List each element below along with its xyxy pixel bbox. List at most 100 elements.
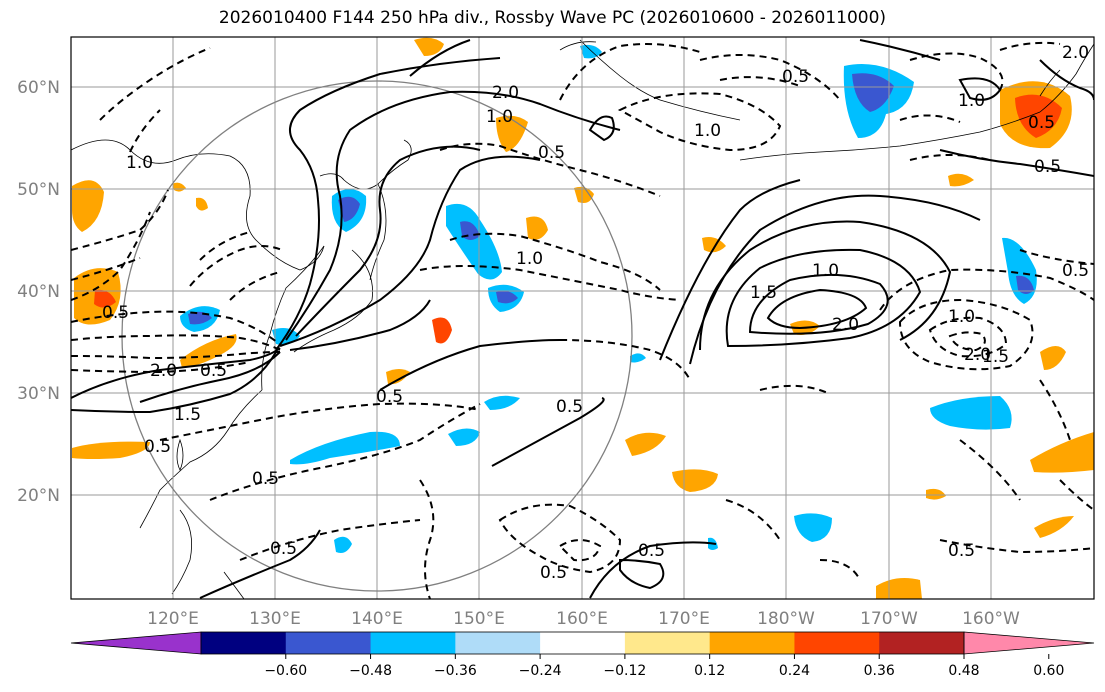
colorbar-segment	[794, 632, 880, 654]
lat-tick-label: 50°N	[17, 180, 60, 200]
lon-tick-label: 140°E	[351, 609, 403, 629]
lon-tick-label: 130°E	[249, 609, 301, 629]
contour-label: 1.5	[174, 405, 201, 425]
div-positive-shade	[574, 186, 594, 203]
div-negative-shade	[484, 395, 520, 410]
div-positive-shade	[526, 216, 548, 240]
lon-tick-label: 170°E	[658, 609, 710, 629]
contour-label: 0.5	[638, 541, 665, 561]
colorbar-extension-high	[963, 631, 1095, 655]
colorbar-segment	[370, 632, 456, 654]
lon-tick-label: 160°E	[556, 609, 608, 629]
div-negative-shade	[448, 428, 480, 446]
div-positive-shade	[1040, 346, 1066, 370]
contour-label: 0.5	[1034, 157, 1061, 177]
lat-tick-label: 20°N	[17, 486, 60, 506]
contour-label: 1.0	[948, 307, 975, 327]
divergence-shading	[72, 37, 1094, 599]
contour-label: 0.5	[556, 397, 583, 417]
colorbar-segment	[201, 632, 287, 654]
div-positive-shade	[1015, 94, 1062, 138]
div-positive-shade	[180, 334, 237, 368]
div-positive-shade	[432, 317, 452, 344]
contour-label: 0.5	[376, 387, 403, 407]
contour-label: 0.5	[540, 563, 567, 583]
colorbar-segment	[540, 632, 626, 654]
colorbar-segment	[285, 632, 372, 654]
lon-tick-label: 150°E	[453, 609, 505, 629]
div-negative-shade	[630, 353, 646, 363]
contour-label: 2.0	[150, 361, 177, 381]
lat-tick-label: 60°N	[17, 78, 60, 98]
div-positive-shade	[876, 578, 922, 599]
colorbar-tick-label: 0.36	[864, 663, 895, 679]
div-positive-shade	[94, 289, 116, 308]
div-positive-shade	[414, 37, 444, 56]
colorbar-segment	[455, 632, 541, 654]
colorbar: −0.60 −0.48 −0.36 −0.24 −0.12 0.12 0.24 0.36 0.4…	[70, 631, 1095, 679]
contour-label: 0.5	[102, 303, 129, 323]
contours-negative	[71, 41, 1094, 599]
div-positive-shade	[1034, 516, 1074, 538]
contour-labels: 2.0 1.0 0.5 1.0 0.5 1.0 1.0 1.0 0.5 1.5 …	[102, 43, 1089, 583]
map-title: 2026010400 F144 250 hPa div., Rossby Wav…	[218, 8, 887, 28]
graticule	[71, 37, 1094, 599]
lon-tick-label: 180°W	[757, 609, 815, 629]
contour-label: 0.5	[270, 539, 297, 559]
div-negative-shade	[290, 431, 400, 465]
div-positive-shade	[72, 180, 104, 232]
contour-label: 2.0	[832, 315, 859, 335]
div-negative-shade	[334, 536, 352, 553]
lat-tick-labels: 60°N 50°N 40°N 30°N 20°N	[17, 78, 60, 506]
div-negative-shade	[852, 73, 894, 112]
contour-label: 0.5	[948, 541, 975, 561]
colorbar-tick-label: 0.60	[1033, 663, 1064, 679]
colorbar-outline	[200, 631, 965, 655]
contour-label: 1.0	[516, 249, 543, 269]
contour-label: 2.0	[1062, 43, 1089, 63]
colorbar-tick-label: −0.36	[434, 663, 477, 679]
div-negative-shade	[1016, 275, 1034, 294]
div-positive-shade	[948, 173, 974, 187]
lon-tick-label: 160°W	[962, 609, 1020, 629]
div-negative-shade	[580, 44, 602, 59]
lon-tick-label: 170°W	[860, 609, 918, 629]
contour-label: 0.5	[1028, 113, 1055, 133]
div-negative-shade	[446, 203, 502, 280]
contours-positive	[71, 39, 1094, 599]
contour-label: 1.5	[750, 283, 777, 303]
colorbar-tick-label: 0.12	[694, 663, 725, 679]
colorbar-tick-label: −0.12	[603, 663, 646, 679]
map-border	[70, 36, 1095, 600]
div-negative-shade	[338, 196, 360, 222]
contour-label: 0.5	[252, 469, 279, 489]
contour-label: 0.5	[1062, 261, 1089, 281]
colorbar-tick-label: −0.48	[349, 663, 392, 679]
contour-label: 2.0	[492, 83, 519, 103]
contour-label: 0.5	[538, 143, 565, 163]
div-positive-shade	[926, 488, 946, 500]
div-positive-shade	[196, 197, 208, 211]
div-negative-shade	[496, 290, 518, 304]
div-positive-shade	[72, 441, 150, 459]
contour-label: 1.0	[126, 153, 153, 173]
contour-label: 1.0	[958, 91, 985, 111]
div-positive-shade	[625, 432, 666, 456]
contour-label: 2.0	[964, 345, 991, 365]
contour-label: 1.0	[694, 121, 721, 141]
contour-label: 1.0	[812, 261, 839, 281]
colorbar-tick-label: −0.60	[264, 663, 307, 679]
contour-label: 1.5	[982, 347, 1009, 367]
div-positive-shade	[1030, 432, 1094, 473]
colorbar-tick-label: 0.48	[948, 663, 979, 679]
colorbar-segment	[624, 632, 711, 654]
contour-label: 1.0	[486, 107, 513, 127]
contour-label: 0.5	[144, 437, 171, 457]
colorbar-segment	[709, 632, 795, 654]
lon-tick-labels: 120°E 130°E 140°E 150°E 160°E 170°E 180°…	[147, 609, 1020, 629]
lon-tick-label: 120°E	[147, 609, 199, 629]
div-positive-shade	[386, 369, 410, 385]
div-positive-shade	[702, 237, 726, 253]
lat-tick-label: 30°N	[17, 384, 60, 404]
